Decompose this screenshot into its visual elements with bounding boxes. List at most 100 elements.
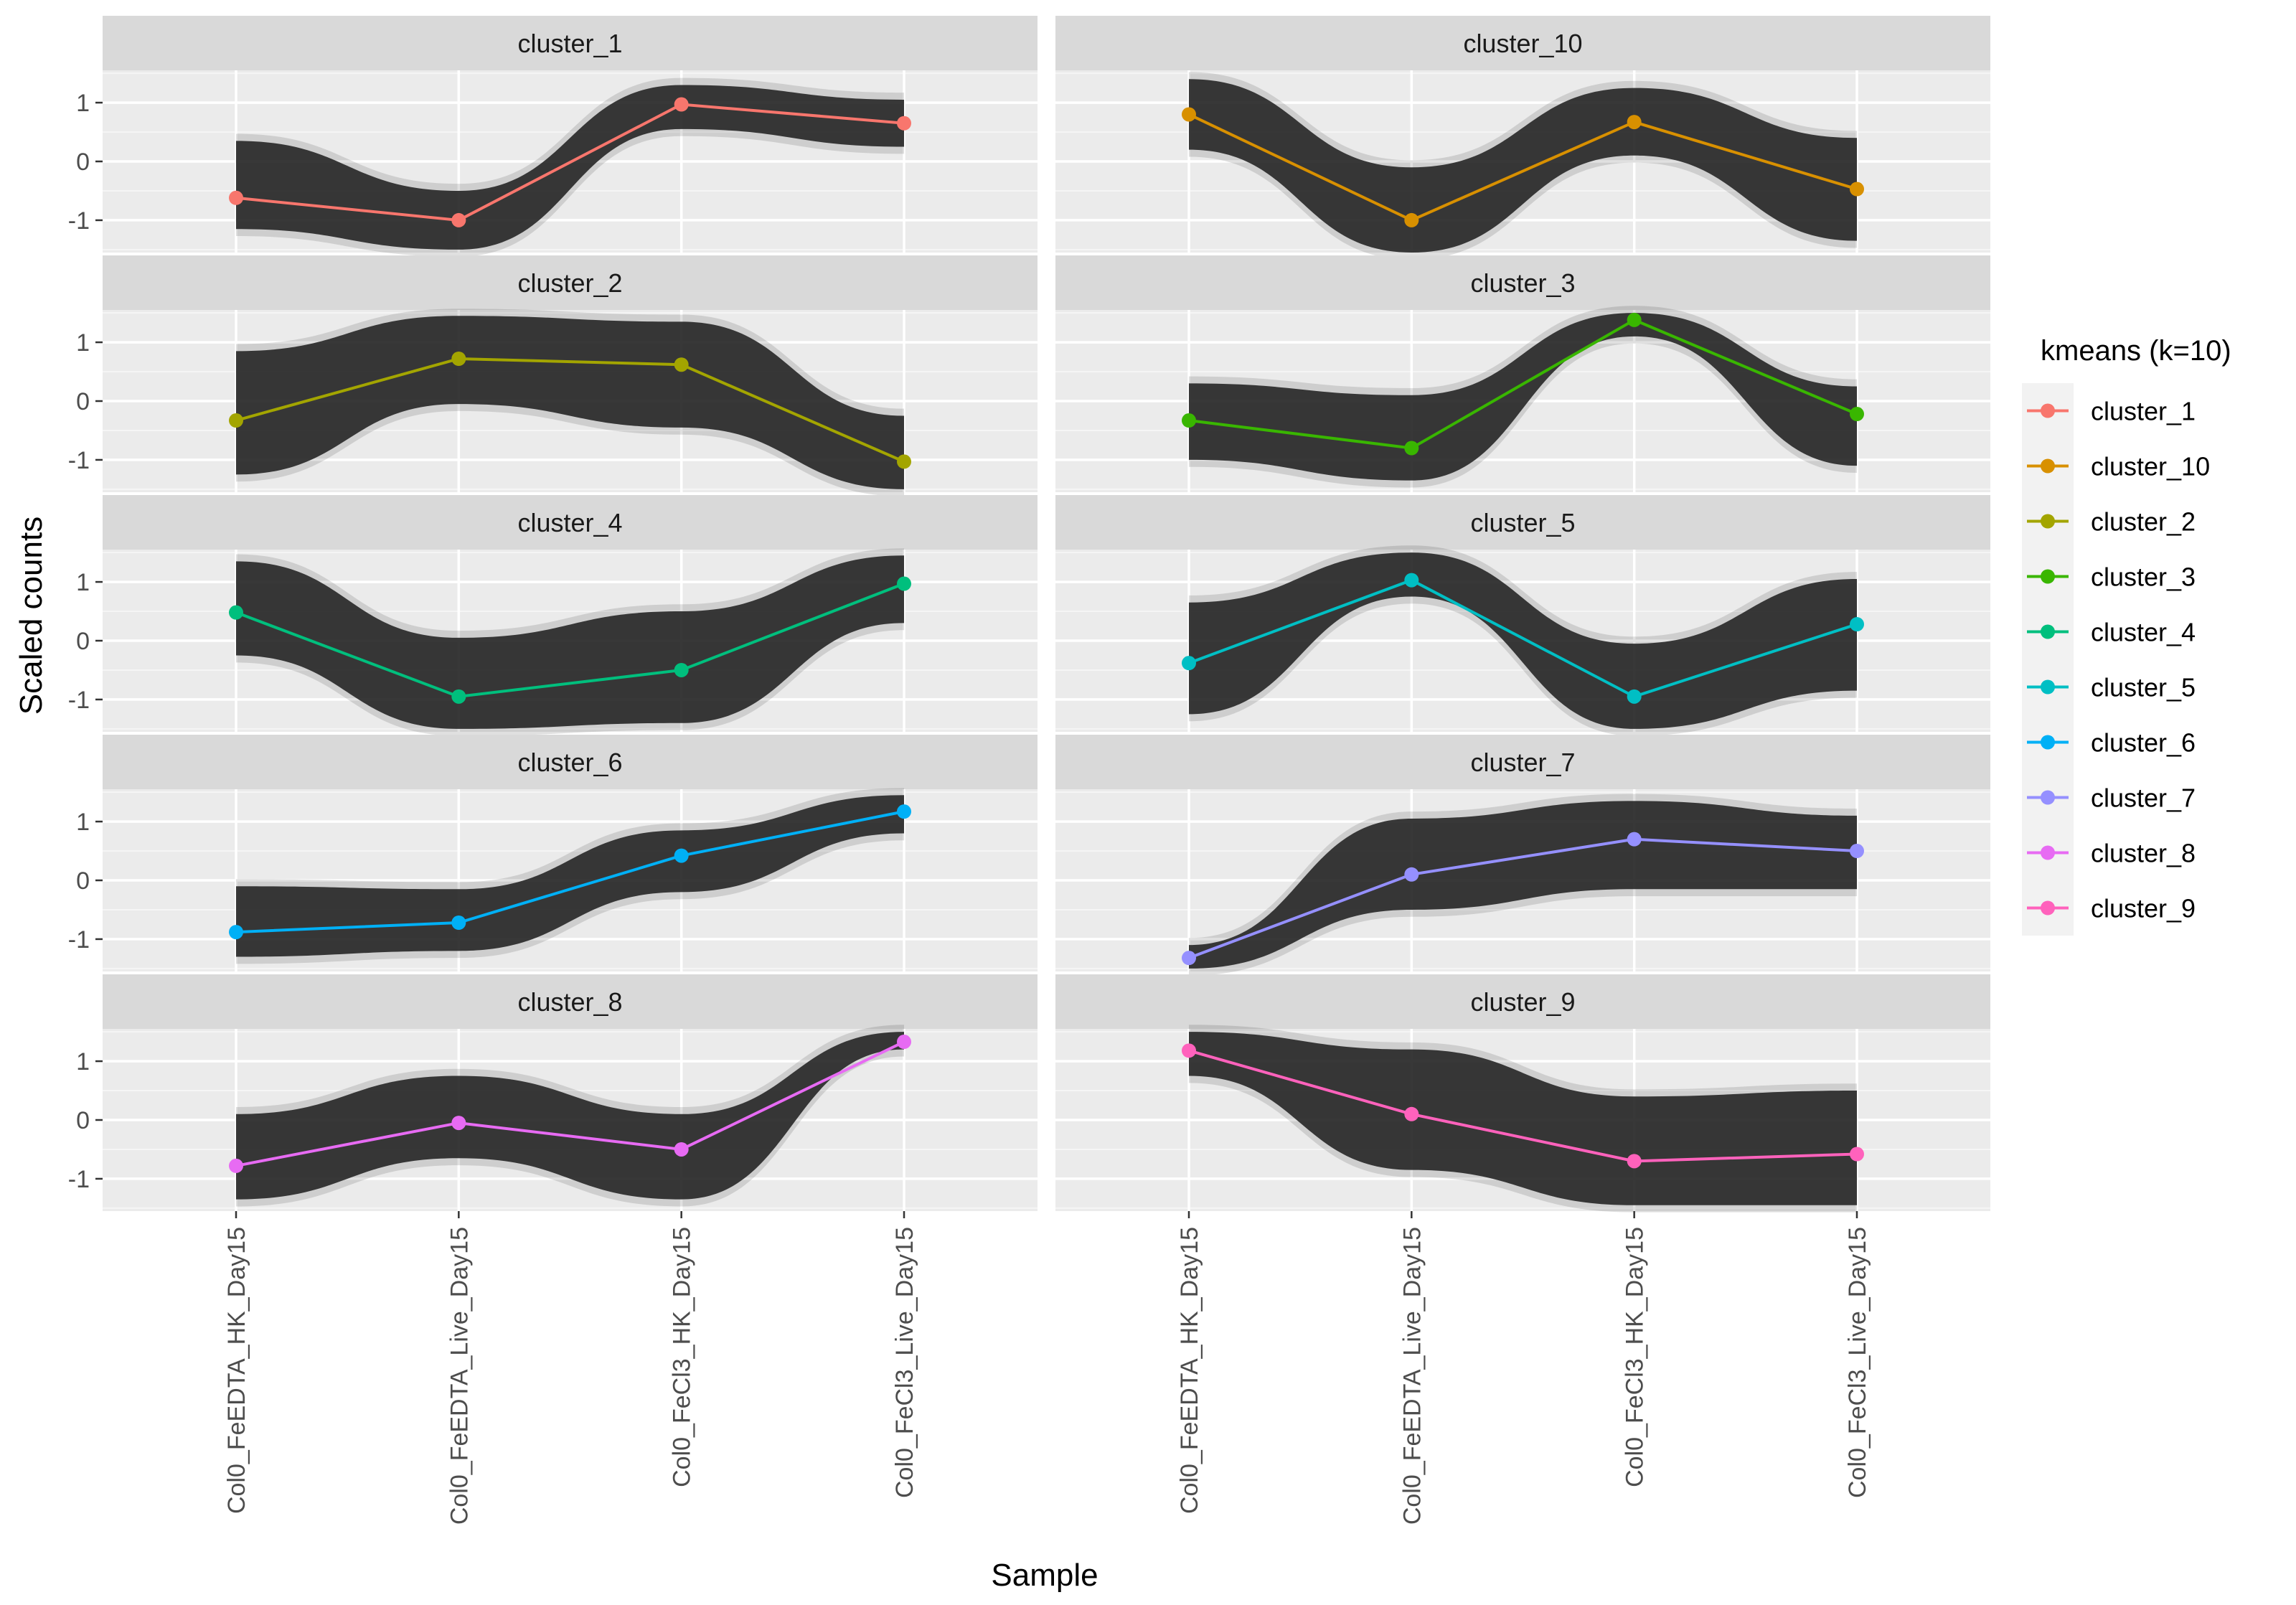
data-point — [1182, 413, 1196, 428]
facet-strip — [1055, 16, 1990, 70]
data-point — [1182, 1043, 1196, 1058]
y-tick-label: -1 — [68, 207, 90, 235]
legend-label: cluster_10 — [2091, 452, 2210, 481]
data-point — [674, 848, 689, 863]
y-tick-label: 0 — [76, 388, 90, 415]
facet-cluster_8: cluster_8 -1 0 1 Col0_FeEDTA_HK_Day15 Col0_Fe… — [68, 974, 1038, 1525]
data-point — [1627, 312, 1642, 327]
profile-band-fringe — [236, 548, 904, 736]
data-point — [1850, 1147, 1864, 1162]
series-line-cluster_5 — [1188, 578, 1858, 699]
y-tick-label: 1 — [76, 809, 90, 836]
legend-label: cluster_6 — [2091, 728, 2196, 758]
data-point — [451, 915, 466, 930]
facet-strip — [103, 974, 1038, 1029]
data-point — [451, 689, 466, 704]
profile-band-fringe — [236, 77, 904, 257]
profile-band-fringe — [236, 309, 904, 496]
facet-cluster_5: cluster_5 — [1055, 495, 1990, 736]
facet-cluster_4: cluster_4 -1 0 1 — [68, 495, 1038, 736]
facet-strip — [1055, 974, 1990, 1029]
legend-label: cluster_3 — [2091, 563, 2196, 592]
data-point — [897, 116, 911, 131]
facet-strip — [103, 255, 1038, 310]
legend-item: cluster_3 — [2022, 549, 2196, 604]
legend-item: cluster_7 — [2022, 770, 2196, 825]
series-line-cluster_10 — [1188, 113, 1858, 222]
series-line-cluster_4 — [235, 582, 905, 698]
legend-item: cluster_5 — [2022, 659, 2196, 715]
profile-band — [236, 85, 904, 250]
data-point — [1850, 182, 1864, 197]
y-tick-label: 1 — [76, 90, 90, 117]
data-point — [1627, 1154, 1642, 1169]
series-line-cluster_3 — [1188, 318, 1858, 450]
y-tick-label: 0 — [76, 628, 90, 655]
x-tick-label: Col0_FeCl3_Live_Day15 — [1844, 1227, 1871, 1498]
y-tick-label: 0 — [76, 149, 90, 176]
legend-label: cluster_5 — [2091, 673, 2196, 702]
legend-key-point — [2041, 514, 2055, 529]
data-point — [451, 1116, 466, 1131]
legend-item: cluster_6 — [2022, 715, 2196, 770]
legend-label: cluster_9 — [2091, 894, 2196, 923]
facet-strip-label: cluster_7 — [1470, 748, 1575, 777]
legend-item: cluster_2 — [2022, 494, 2196, 549]
x-tick-label: Col0_FeCl3_HK_Day15 — [1622, 1227, 1649, 1487]
data-point — [1850, 844, 1864, 859]
facet-strip — [1055, 495, 1990, 550]
series-line-cluster_2 — [235, 357, 905, 463]
data-point — [229, 605, 243, 620]
facet-cluster_10: cluster_10 — [1055, 16, 1990, 260]
data-point — [229, 413, 243, 428]
facet-cluster_6: cluster_6 -1 0 1 — [68, 735, 1038, 971]
facet-strip-label: cluster_10 — [1463, 29, 1582, 58]
data-point — [1182, 107, 1196, 122]
profile-band — [1189, 79, 1857, 253]
facet-strip — [103, 735, 1038, 789]
y-axis-title: Scaled counts — [14, 517, 49, 715]
data-point — [674, 357, 689, 372]
series-line-cluster_6 — [235, 810, 905, 934]
facet-strip — [103, 495, 1038, 550]
legend-label: cluster_8 — [2091, 839, 2196, 868]
data-point — [1404, 867, 1419, 882]
series-line-cluster_9 — [1188, 1049, 1858, 1163]
legend-title: kmeans (k=10) — [2041, 335, 2231, 367]
legend-key-point — [2041, 679, 2055, 695]
data-point — [897, 1035, 911, 1050]
y-tick-label: 1 — [76, 569, 90, 596]
profile-band-fringe — [1189, 794, 1857, 976]
data-point — [1850, 407, 1864, 422]
profile-band — [1189, 1032, 1857, 1205]
legend-label: cluster_1 — [2091, 397, 2196, 426]
y-tick-label: -1 — [68, 926, 90, 954]
legend-item: cluster_4 — [2022, 604, 2196, 659]
data-point — [1627, 115, 1642, 130]
x-axis-title: Sample — [991, 1558, 1098, 1593]
legend-item: cluster_1 — [2022, 383, 2196, 438]
y-tick-label: -1 — [68, 447, 90, 474]
data-point — [897, 454, 911, 469]
facet-strip-label: cluster_8 — [517, 987, 622, 1017]
y-tick-label: -1 — [68, 687, 90, 714]
profile-band — [236, 555, 904, 729]
y-tick-label: 1 — [76, 329, 90, 357]
x-tick-label: Col0_FeEDTA_Live_Day15 — [446, 1227, 473, 1525]
data-point — [1627, 832, 1642, 847]
data-point — [229, 190, 243, 205]
facet-cluster_7: cluster_7 — [1055, 735, 1990, 976]
y-tick-label: 0 — [76, 1107, 90, 1134]
legend-key-point — [2041, 458, 2055, 474]
legend-key-point — [2041, 569, 2055, 584]
facet-strip-label: cluster_9 — [1470, 987, 1575, 1017]
profile-band-fringe — [236, 788, 904, 964]
profile-band — [236, 316, 904, 489]
series-line-cluster_7 — [1188, 837, 1858, 960]
x-tick-label: Col0_FeEDTA_HK_Day15 — [223, 1227, 250, 1514]
legend-label: cluster_2 — [2091, 507, 2196, 537]
y-tick-label: 0 — [76, 867, 90, 895]
facet-strip — [1055, 255, 1990, 310]
legend-key-point — [2041, 403, 2055, 418]
data-point — [897, 804, 911, 819]
